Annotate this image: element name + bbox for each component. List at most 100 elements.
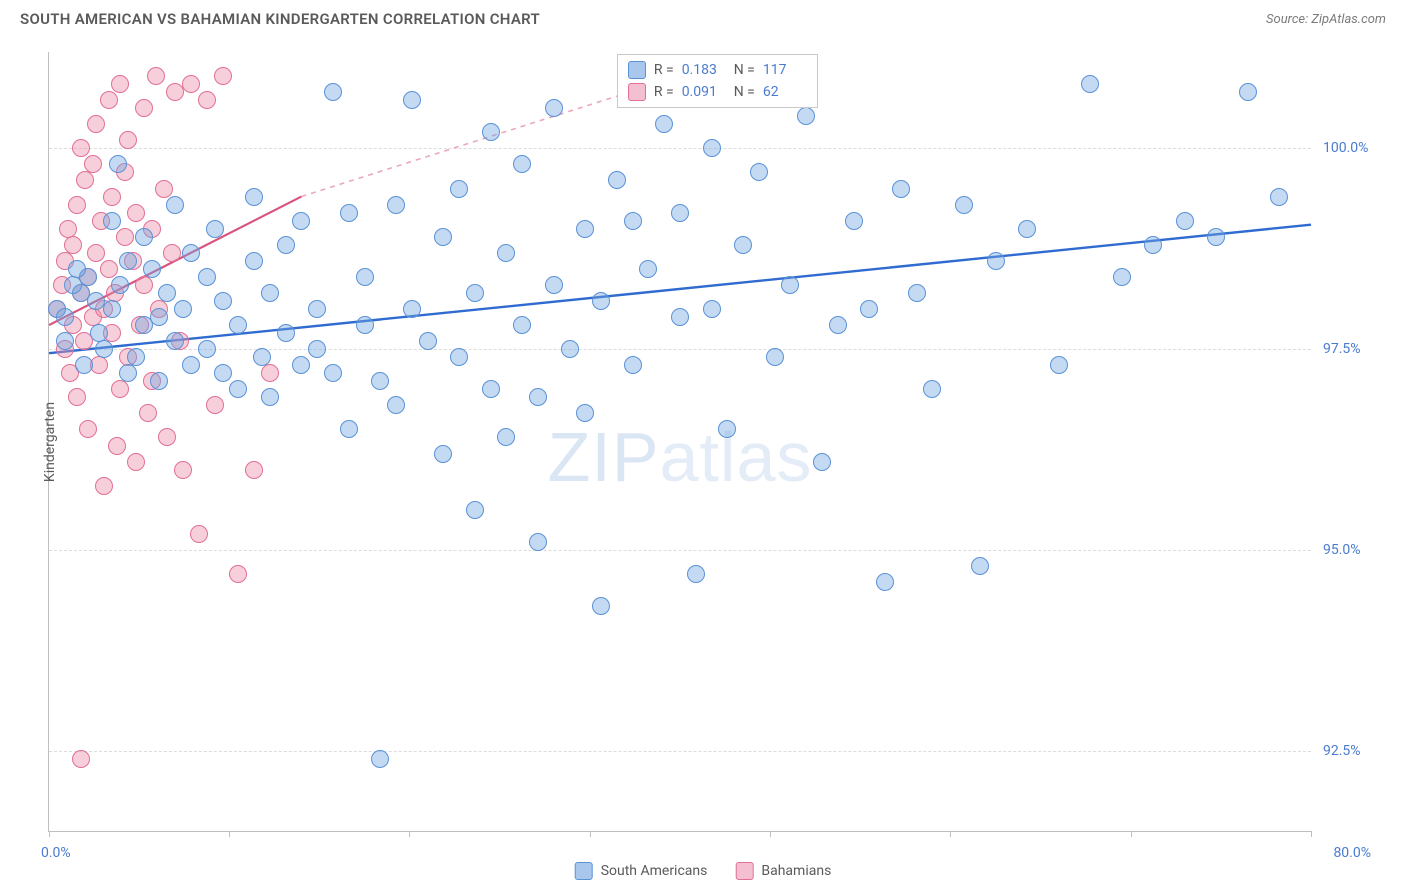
scatter-point bbox=[119, 364, 137, 382]
scatter-point bbox=[135, 99, 153, 117]
grid-line bbox=[49, 751, 1311, 752]
x-tick-mark bbox=[950, 831, 951, 837]
scatter-point bbox=[261, 284, 279, 302]
r-value: 0.183 bbox=[682, 59, 726, 81]
scatter-point bbox=[434, 445, 452, 463]
scatter-point bbox=[253, 348, 271, 366]
trend-layer bbox=[49, 52, 1311, 831]
legend-label: South Americans bbox=[601, 863, 708, 879]
scatter-point bbox=[592, 292, 610, 310]
scatter-point bbox=[198, 340, 216, 358]
scatter-point bbox=[356, 268, 374, 286]
x-tick-mark bbox=[229, 831, 230, 837]
legend-swatch bbox=[575, 862, 593, 880]
scatter-point bbox=[103, 212, 121, 230]
scatter-point bbox=[245, 461, 263, 479]
scatter-point bbox=[127, 453, 145, 471]
scatter-point bbox=[214, 292, 232, 310]
scatter-point bbox=[127, 204, 145, 222]
scatter-point bbox=[750, 163, 768, 181]
scatter-point bbox=[198, 268, 216, 286]
scatter-point bbox=[116, 228, 134, 246]
scatter-point bbox=[829, 316, 847, 334]
scatter-point bbox=[450, 180, 468, 198]
scatter-point bbox=[68, 388, 86, 406]
scatter-point bbox=[466, 284, 484, 302]
scatter-point bbox=[687, 565, 705, 583]
scatter-point bbox=[72, 750, 90, 768]
y-tick-label: 95.0% bbox=[1323, 542, 1393, 558]
stat-label: N = bbox=[734, 81, 755, 103]
scatter-point bbox=[100, 260, 118, 278]
scatter-point bbox=[545, 276, 563, 294]
scatter-point bbox=[703, 139, 721, 157]
scatter-point bbox=[292, 212, 310, 230]
x-tick-mark bbox=[49, 831, 50, 837]
scatter-point bbox=[277, 236, 295, 254]
scatter-point bbox=[229, 380, 247, 398]
scatter-point bbox=[529, 533, 547, 551]
scatter-point bbox=[324, 83, 342, 101]
scatter-point bbox=[143, 260, 161, 278]
scatter-point bbox=[174, 300, 192, 318]
scatter-point bbox=[245, 188, 263, 206]
scatter-point bbox=[482, 123, 500, 141]
scatter-point bbox=[75, 356, 93, 374]
scatter-point bbox=[624, 356, 642, 374]
scatter-point bbox=[340, 420, 358, 438]
grid-line bbox=[49, 349, 1311, 350]
scatter-point bbox=[111, 75, 129, 93]
scatter-point bbox=[292, 356, 310, 374]
scatter-point bbox=[90, 356, 108, 374]
scatter-point bbox=[845, 212, 863, 230]
scatter-point bbox=[876, 573, 894, 591]
scatter-point bbox=[371, 750, 389, 768]
scatter-point bbox=[434, 228, 452, 246]
y-tick-label: 100.0% bbox=[1323, 140, 1393, 156]
stat-label: R = bbox=[654, 59, 674, 81]
scatter-point bbox=[308, 340, 326, 358]
scatter-point bbox=[64, 276, 82, 294]
scatter-point bbox=[214, 364, 232, 382]
scatter-point bbox=[1018, 220, 1036, 238]
stat-label: R = bbox=[654, 81, 674, 103]
y-tick-label: 97.5% bbox=[1323, 341, 1393, 357]
scatter-point bbox=[108, 437, 126, 455]
scatter-point bbox=[79, 420, 97, 438]
scatter-point bbox=[955, 196, 973, 214]
correlation-row: R =0.091N =62 bbox=[628, 81, 807, 103]
correlation-row: R =0.183N =117 bbox=[628, 59, 807, 81]
scatter-point bbox=[624, 212, 642, 230]
scatter-point bbox=[813, 453, 831, 471]
scatter-point bbox=[576, 404, 594, 422]
scatter-point bbox=[163, 244, 181, 262]
chart-title: SOUTH AMERICAN VS BAHAMIAN KINDERGARTEN … bbox=[20, 10, 540, 28]
scatter-point bbox=[182, 244, 200, 262]
scatter-point bbox=[174, 461, 192, 479]
x-tick-mark bbox=[409, 831, 410, 837]
grid-line bbox=[49, 550, 1311, 551]
x-tick-mark bbox=[770, 831, 771, 837]
scatter-point bbox=[158, 428, 176, 446]
scatter-point bbox=[592, 597, 610, 615]
scatter-point bbox=[229, 316, 247, 334]
scatter-point bbox=[147, 67, 165, 85]
scatter-point bbox=[155, 180, 173, 198]
scatter-point bbox=[103, 300, 121, 318]
scatter-point bbox=[923, 380, 941, 398]
scatter-point bbox=[229, 565, 247, 583]
y-tick-label: 92.5% bbox=[1323, 743, 1393, 759]
scatter-point bbox=[340, 204, 358, 222]
scatter-point bbox=[56, 308, 74, 326]
scatter-point bbox=[324, 364, 342, 382]
scatter-point bbox=[182, 356, 200, 374]
scatter-point bbox=[655, 115, 673, 133]
scatter-point bbox=[111, 276, 129, 294]
scatter-point bbox=[56, 332, 74, 350]
scatter-point bbox=[64, 236, 82, 254]
chart-source: Source: ZipAtlas.com bbox=[1266, 12, 1386, 27]
scatter-point bbox=[513, 316, 531, 334]
scatter-point bbox=[1239, 83, 1257, 101]
scatter-point bbox=[387, 396, 405, 414]
scatter-point bbox=[703, 300, 721, 318]
